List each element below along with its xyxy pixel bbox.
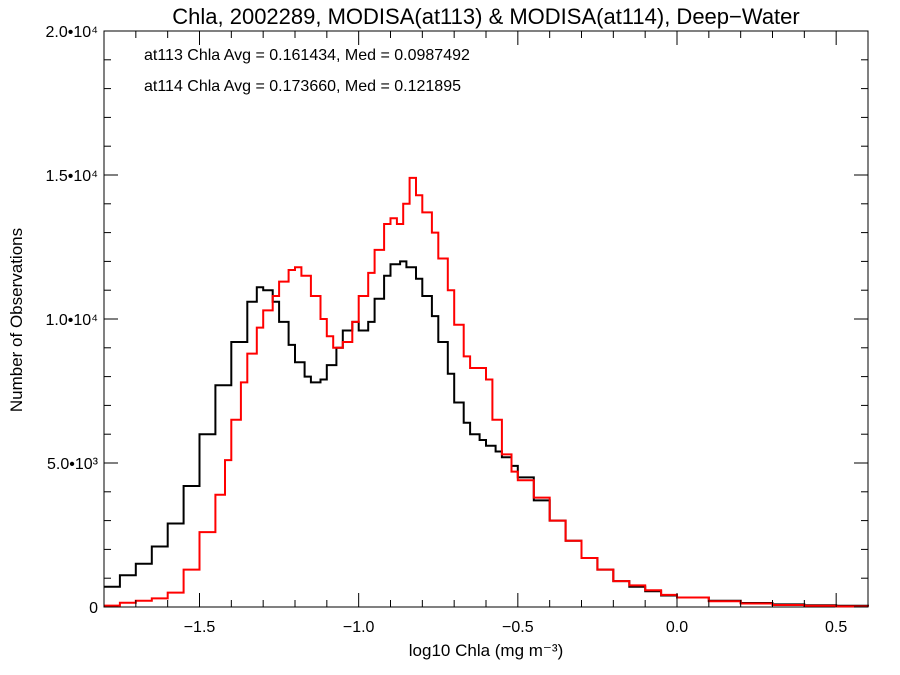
series-line-1 — [104, 176, 869, 608]
y-tick-label: 5.0•10³ — [47, 456, 99, 473]
y-tick-label: 1.0•10⁴ — [45, 312, 98, 329]
stats-annotation-at113: at113 Chla Avg = 0.161434, Med = 0.09874… — [144, 47, 470, 64]
series-layer — [104, 176, 869, 608]
series-line-0 — [104, 260, 869, 607]
plot-frame — [103, 30, 869, 608]
x-tick-label: 0.0 — [666, 619, 688, 636]
x-tick-label: 0.5 — [825, 619, 847, 636]
x-tick-label: −1.5 — [184, 619, 216, 636]
ticks-layer: −1.5 −1.0 −0.5 0.0 0.5 0 5.0•10³ 1.0•10⁴ 1.5•10⁴… — [45, 24, 869, 636]
stats-annotation-at114: at114 Chla Avg = 0.173660, Med = 0.12189… — [144, 78, 461, 95]
y-tick-label: 0 — [89, 600, 98, 617]
x-axis-label: log10 Chla (mg m⁻³) — [409, 641, 563, 660]
y-tick-label: 2.0•10⁴ — [45, 24, 98, 41]
y-tick-label: 1.5•10⁴ — [45, 168, 98, 185]
x-tick-label: −1.0 — [343, 619, 375, 636]
x-tick-label: −0.5 — [502, 619, 534, 636]
y-axis-label: Number of Observations — [7, 228, 26, 412]
chart-title: Chla, 2002289, MODISA(at113) & MODISA(at… — [172, 4, 799, 29]
plot-area — [103, 30, 869, 608]
